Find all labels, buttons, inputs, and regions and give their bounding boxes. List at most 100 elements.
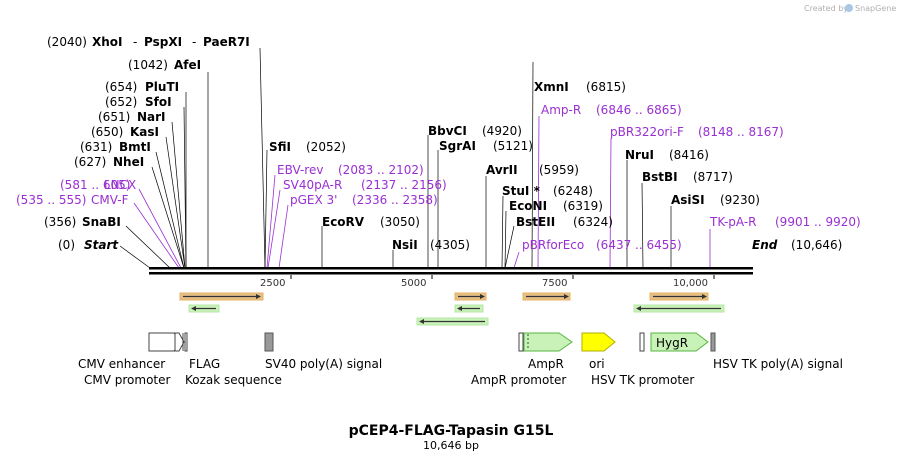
ampr-promoter-feature[interactable] (518, 332, 524, 352)
site-connectors (119, 47, 672, 269)
credit-brand: SnapGene (855, 4, 896, 13)
primer-label-ampr[interactable]: Amp-R (541, 103, 581, 117)
site-label-econi[interactable]: EcoNI (509, 199, 547, 213)
feature-label-hsv-tk-promoter: HSV TK promoter (591, 373, 694, 387)
axis-tick-label: 2500 (260, 278, 285, 289)
sv40-polya-feature[interactable] (264, 332, 274, 352)
feature-label-sv40-polya: SV40 poly(A) signal (265, 357, 382, 371)
site-label-bsteii[interactable]: BstEII (516, 215, 555, 229)
primer-label-pbr322[interactable]: pBR322ori-F (610, 125, 684, 139)
hsv-tk-polya-feature[interactable] (710, 332, 716, 352)
site-label-nrui[interactable]: NruI (625, 148, 654, 162)
feature-label-ampr-promoter: AmpR promoter (471, 373, 566, 387)
site-pos-econi: (6319) (563, 199, 603, 213)
site-dash: - (192, 35, 196, 49)
feature-label-cmv-enhancer: CMV enhancer (78, 357, 165, 371)
feature-label-cmv-promoter: CMV promoter (84, 373, 171, 387)
site-pos-sgrai: (5121) (493, 139, 533, 153)
feature-label-hsv-tk-polya: HSV TK poly(A) signal (713, 357, 843, 371)
site-label-xhoi[interactable]: XhoI (92, 35, 123, 49)
hsv-tk-promoter-feature[interactable] (639, 332, 645, 352)
site-label-ecorv[interactable]: EcoRV (322, 215, 365, 229)
plasmid-title: pCEP4-FLAG-Tapasin G15L (349, 423, 554, 439)
site-pos-xmni: (6815) (586, 80, 626, 94)
site-label-avrii[interactable]: AvrII (486, 163, 518, 177)
feature-label-kozak: Kozak sequence (185, 373, 282, 387)
site-pos-bmti: (631) (80, 140, 112, 154)
site-pos-kasi: (650) (91, 125, 123, 139)
site-label-stui[interactable]: StuI * (502, 184, 541, 198)
site-pos-bstbi: (8717) (693, 170, 733, 184)
site-label-asisi[interactable]: AsiSI (671, 193, 705, 207)
primer-label-tkpar[interactable]: TK-pA-R (709, 215, 757, 229)
site-label-snabi[interactable]: SnaBI (82, 215, 121, 229)
site-pos-stui: (6248) (553, 184, 593, 198)
site-pos-asisi: (9230) (720, 193, 760, 207)
site-pos-pluti: (654) (105, 80, 137, 94)
site-label-nari[interactable]: NarI (137, 110, 166, 124)
primer-range-cmvf: (535 .. 555) (16, 193, 86, 207)
axis-tick-label: 10,000 (673, 278, 708, 289)
site-pos-nrui: (8416) (669, 148, 709, 162)
primer-connectors (133, 115, 711, 269)
site-label-bbvci[interactable]: BbvCI (428, 124, 467, 138)
site-pos-nari: (651) (98, 110, 130, 124)
site-pos-bbvci: (4920) (482, 124, 522, 138)
sequence-strand-top (149, 267, 753, 270)
site-label-paer7i[interactable]: PaeR7I (203, 35, 250, 49)
ampr-feature[interactable] (523, 332, 573, 352)
site-pos-xhoi: (2040) (47, 35, 87, 49)
primer-label-pgex3[interactable]: pGEX 3' (290, 193, 337, 207)
snapgene-logo-icon (845, 4, 853, 12)
site-label-sfoi[interactable]: SfoI (145, 95, 172, 109)
feature-label-flag: FLAG (189, 357, 220, 371)
plasmid-length: 10,646 bp (423, 439, 479, 452)
axis-ticks (290, 275, 715, 279)
site-label-nsii[interactable]: NsiI (392, 238, 418, 252)
primer-label-pbrforeco[interactable]: pBRforEco (522, 238, 584, 252)
site-label-sgrai[interactable]: SgrAI (439, 139, 476, 153)
site-pos-bsteii: (6324) (573, 215, 613, 229)
primer-range-pbrforeco: (6437 .. 6455) (596, 238, 682, 252)
feature-label-ori: ori (589, 357, 605, 371)
primer-label-sv40par[interactable]: SV40pA-R (283, 178, 342, 192)
site-label-sfii[interactable]: SfiI (269, 140, 291, 154)
primer-label-ebvrev[interactable]: EBV-rev (277, 163, 323, 177)
site-label-xmni[interactable]: XmnI (534, 80, 569, 94)
primer-range-pgex3: (2336 .. 2358) (352, 193, 438, 207)
site-pos-nsii: (4305) (430, 238, 470, 252)
site-pos-nhei: (627) (74, 155, 106, 169)
site-label-kasi[interactable]: KasI (130, 125, 159, 139)
axis-tick-label: 5000 (401, 278, 426, 289)
primer-label-cmvf[interactable]: CMV-F (91, 193, 129, 207)
site-pos-start: (0) (58, 238, 75, 252)
site-label-end[interactable]: End (752, 238, 778, 252)
site-pos-sfii: (2052) (306, 140, 346, 154)
site-pos-ecorv: (3050) (380, 215, 420, 229)
cmv-promoter-feature[interactable] (174, 332, 185, 352)
axis-tick-label: 7500 (542, 278, 567, 289)
site-label-pluti[interactable]: PluTI (145, 80, 179, 94)
credit-prefix: Created by (804, 4, 848, 13)
primer-range-ebvrev: (2083 .. 2102) (338, 163, 424, 177)
site-label-nhei[interactable]: NheI (113, 155, 144, 169)
site-label-afei[interactable]: AfeI (174, 58, 201, 72)
site-label-bmti[interactable]: BmtI (119, 140, 151, 154)
hygr-label-inside: HygR (656, 336, 688, 350)
primer-range-sv40par: (2137 .. 2156) (361, 178, 447, 192)
primer-label-lncx[interactable]: LNCX (104, 178, 136, 192)
primer-range-lncx: (581 .. 605) (60, 178, 130, 192)
site-pos-afei: (1042) (128, 58, 168, 72)
flag-feature[interactable] (184, 332, 188, 352)
feature-label-ampr: AmpR (528, 357, 564, 371)
ori-feature[interactable] (581, 332, 616, 352)
sequence-strand-bottom (149, 272, 753, 275)
site-label-start[interactable]: Start (84, 238, 119, 252)
site-pos-sfoi: (652) (105, 95, 137, 109)
site-dash: - (133, 35, 137, 49)
hygr-feature[interactable] (650, 332, 709, 352)
site-label-bstbi[interactable]: BstBI (642, 170, 678, 184)
site-label-pspxi[interactable]: PspXI (144, 35, 182, 49)
site-pos-snabi: (356) (44, 215, 76, 229)
